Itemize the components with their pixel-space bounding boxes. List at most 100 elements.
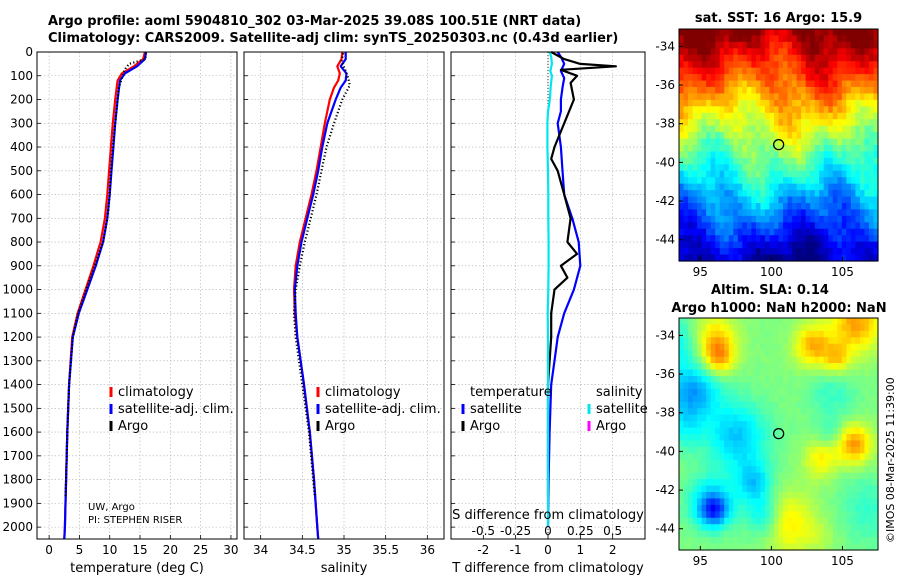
map-cell (737, 164, 743, 172)
map-cell (751, 235, 757, 243)
map-cell (773, 395, 780, 403)
x-tick-label: 36 (420, 543, 435, 557)
map-cell (746, 183, 752, 191)
map-cell (832, 504, 838, 512)
map-cell (742, 466, 748, 474)
map-cell (796, 48, 802, 56)
map-cell (742, 459, 748, 467)
map-cell (792, 408, 798, 416)
map-cell (692, 434, 698, 442)
map-cell (728, 453, 734, 461)
map-cell (742, 537, 748, 545)
map-cell (724, 517, 730, 525)
map-cell (715, 408, 721, 416)
map-cell (688, 401, 694, 409)
map-cell (724, 74, 730, 82)
map-cell (819, 235, 825, 243)
map-cell (787, 388, 793, 396)
map-cell (810, 421, 816, 429)
map-cell (801, 235, 807, 243)
map-cell (751, 408, 757, 416)
map-cell (828, 132, 834, 140)
map-cell (710, 504, 716, 512)
plot-background (37, 52, 237, 539)
map-cell (783, 177, 789, 185)
map-cell (715, 132, 721, 140)
map-cell (855, 421, 861, 429)
map-cell (805, 119, 811, 127)
map-cell (751, 318, 757, 326)
map-cell (697, 87, 703, 95)
map-cell (688, 343, 694, 351)
map-cell (719, 318, 725, 326)
map-cell (805, 382, 811, 390)
map-cell (773, 324, 780, 332)
map-cell (864, 125, 870, 133)
map-cell (855, 388, 861, 396)
map-cell (792, 537, 798, 545)
map-cell (679, 80, 685, 88)
map-cell (792, 453, 798, 461)
map-cell (810, 543, 816, 551)
map-cell (773, 382, 780, 390)
map-cell (855, 151, 861, 159)
map-cell (737, 209, 743, 217)
map-cell (819, 376, 825, 384)
map-cell (846, 203, 852, 211)
map-cell (868, 170, 875, 178)
map-cell (819, 248, 825, 256)
map-cell (873, 537, 879, 545)
map-cell (868, 440, 875, 448)
map-cell (764, 87, 771, 95)
map-cell (706, 440, 712, 448)
map-cell (715, 125, 721, 133)
map-cell (805, 145, 811, 153)
map-cell (715, 324, 721, 332)
map-cell (715, 337, 721, 345)
map-cell (683, 498, 689, 506)
map-cell (859, 524, 866, 532)
map-cell (823, 318, 829, 326)
map-cell (859, 517, 866, 525)
map-cell (769, 99, 775, 107)
map-cell (688, 145, 694, 153)
map-cell (683, 524, 689, 532)
map-cell (728, 369, 734, 377)
map-cell (751, 67, 757, 75)
map-cell (719, 196, 725, 204)
map-cell (755, 408, 762, 416)
map-cell (819, 324, 825, 332)
map-cell (697, 138, 703, 146)
map-cell (868, 504, 875, 512)
map-cell (837, 543, 843, 551)
map-cell (819, 408, 825, 416)
map-cell (828, 145, 834, 153)
map-cell (805, 209, 811, 217)
map-cell (760, 196, 766, 204)
map-cell (801, 350, 807, 358)
map-cell (737, 401, 743, 409)
map-cell (692, 157, 698, 165)
map-cell (819, 466, 825, 474)
map-cell (706, 157, 712, 165)
map-cell (764, 145, 771, 153)
map-cell (796, 453, 802, 461)
map-cell (706, 498, 712, 506)
map-cell (819, 29, 825, 37)
map-cell (801, 408, 807, 416)
map-cell (737, 337, 743, 345)
map-cell (679, 401, 685, 409)
map-cell (868, 356, 875, 364)
map-cell (679, 440, 685, 448)
map-cell (751, 203, 757, 211)
map-cell (701, 35, 707, 43)
map-cell (751, 330, 757, 338)
map-cell (805, 35, 811, 43)
map-cell (805, 157, 811, 165)
map-cell (683, 99, 689, 107)
map-cell (810, 401, 816, 409)
map-cell (746, 74, 752, 82)
map-cell (873, 67, 879, 75)
map-cell (737, 125, 743, 133)
map-cell (832, 112, 838, 120)
